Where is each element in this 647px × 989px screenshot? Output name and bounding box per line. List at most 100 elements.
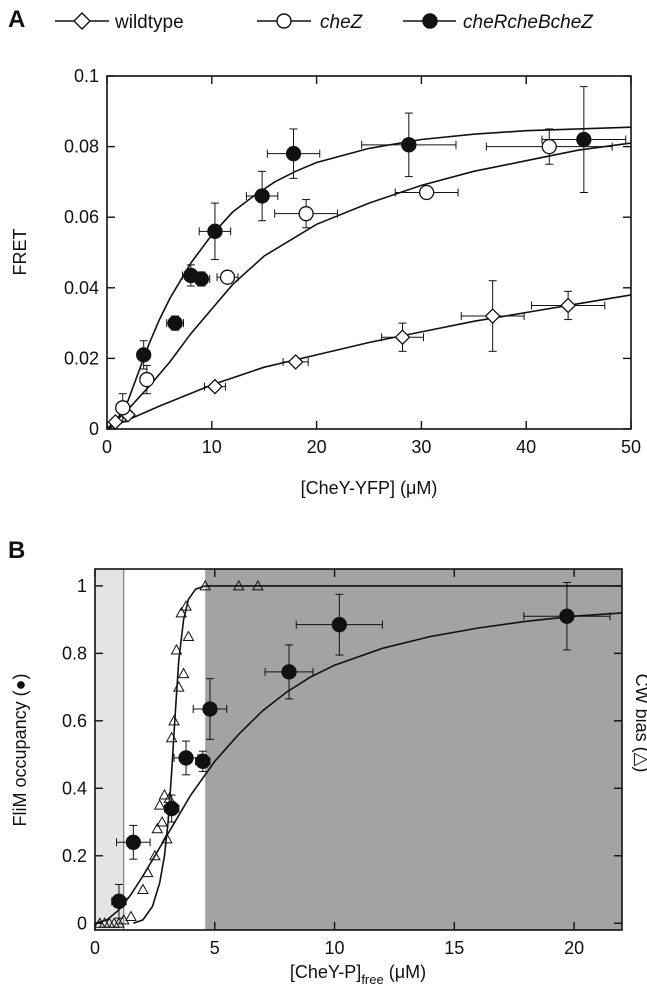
panel-a-xtick-label-2: 20 (307, 437, 327, 457)
panel-b-point-1-26 (252, 579, 264, 591)
panel-b-point-1-23 (182, 630, 195, 641)
panel-a-point-0-3 (287, 354, 304, 370)
panel-b-chart: 0 5 10 15 20 0 0.2 0.4 0.6 0.8 1 [CheY-P]free (μM)… (10, 568, 647, 987)
panel-b-point-1-16 (165, 731, 178, 743)
panel-b-point-1-21 (177, 667, 190, 679)
panel-a-chart: 0 10 20 30 40 50 0 0.02 0.04 0.06 0.08 0.1 [CheY-YF… (10, 66, 641, 498)
panel-b-ytick-label-0: 0 (77, 913, 87, 933)
panel-b-xlabel-unit: (μM) (384, 962, 426, 982)
panel-a-point-2-5 (254, 188, 270, 204)
panel-a-xtick-label-1: 10 (202, 437, 222, 457)
panel-a-point-2-7 (401, 137, 417, 153)
legend-marker-chercheb (422, 13, 438, 29)
panel-a-ytick-label-3: 0.06 (64, 207, 99, 227)
panel-a-point-1-3 (298, 206, 314, 222)
panel-b-ytick-label-3: 0.6 (62, 711, 87, 731)
panel-b-point-0-3 (178, 750, 194, 766)
panel-b-point-1-9 (149, 849, 161, 861)
panel-a-point-1-0 (115, 400, 131, 416)
panel-b-ytick-label-2: 0.4 (62, 778, 87, 798)
panel-a-ytick-label-4: 0.08 (64, 137, 99, 157)
panel-b-ytick-label-5: 1 (77, 576, 87, 596)
panel-b-point-1-22 (180, 600, 192, 611)
panel-b-point-1-13 (158, 789, 171, 800)
panel-b-point-0-4 (195, 753, 211, 769)
panel-b-point-0-1 (125, 834, 141, 850)
panel-b-point-0-6 (281, 664, 297, 680)
panel-a-ytick-label-5: 0.1 (74, 66, 99, 86)
panel-a-point-1-4 (418, 184, 435, 201)
panel-b-point-0-7 (331, 617, 347, 633)
panel-b-xtick-label-2: 10 (325, 938, 345, 958)
panel-b-point-1-4 (113, 917, 125, 928)
panel-b-point-1-8 (141, 866, 154, 878)
panel-b-frame (94, 568, 623, 931)
panel-b-point-1-18 (170, 643, 183, 655)
panel-a-xlabel: [CheY-YFP] (μM) (301, 478, 438, 498)
panel-a-point-1-2 (219, 269, 236, 285)
panel-b-point-0-2 (164, 800, 180, 817)
panel-a-xtick-label-4: 40 (516, 437, 536, 457)
panel-b-ylabel: FliM occupancy (●) (10, 674, 30, 827)
panel-b-xtick-label-1: 5 (210, 938, 220, 958)
legend-marker-chez (276, 13, 292, 29)
panel-b-point-1-25 (232, 579, 245, 591)
panel-a-point-0-5 (484, 308, 501, 324)
panel-b-point-1-10 (151, 822, 164, 834)
legend-label-chercheb: cheRcheBcheZ (463, 12, 594, 33)
panel-a-point-2-1 (167, 315, 183, 331)
panel-a-point-0-4 (394, 329, 411, 346)
panel-b-right-label: CW bias (△) (632, 674, 647, 773)
legend-label-wildtype: wildtype (114, 12, 184, 33)
panel-a-point-0-2 (207, 378, 223, 395)
panel-b-point-1-24 (199, 579, 212, 591)
panel-a-fit-curve-2 (106, 126, 632, 430)
panel-b-fit-curve-0 (94, 612, 623, 925)
panel-a-fit-curve-0 (106, 294, 632, 430)
legend: wildtype cheZ cheRcheBcheZ (55, 12, 594, 33)
panel-b-point-0-8 (559, 608, 575, 624)
panel-b-xtick-label-0: 0 (90, 938, 100, 958)
panel-a-point-2-6 (285, 146, 302, 162)
panel-b-xlabel-main: [CheY-P] (290, 962, 361, 982)
panel-b-point-1-6 (125, 910, 137, 922)
panel-a-point-1-5 (541, 138, 557, 155)
panel-label-a: A (8, 6, 25, 33)
panel-label-b: B (8, 537, 25, 564)
panel-a-point-2-0 (136, 347, 152, 363)
panel-a-point-0-6 (560, 297, 577, 314)
panel-b-shaded-region-0 (95, 569, 124, 930)
panel-b-point-1-7 (137, 883, 149, 895)
panel-b-point-0-0 (111, 893, 127, 909)
panel-b-fit-curve-1 (133, 585, 622, 925)
panel-b-ytick-label-1: 0.2 (62, 846, 87, 866)
legend-marker-wildtype (73, 12, 91, 30)
panel-a-ytick-label-1: 0.02 (64, 348, 99, 368)
panel-a-xtick-label-5: 50 (621, 437, 641, 457)
panel-b-point-0-5 (202, 701, 218, 717)
panel-a-point-2-4 (207, 223, 223, 239)
panel-b-point-1-15 (163, 792, 176, 803)
panel-b-xlabel: [CheY-P]free (μM) (290, 962, 426, 987)
panel-a-ytick-label-2: 0.04 (64, 278, 99, 298)
panel-a-ylabel: FRET (10, 229, 30, 276)
panel-b-ytick-label-4: 0.8 (62, 643, 87, 663)
panel-b-shaded-region-1 (205, 569, 622, 930)
legend-label-chez: cheZ (320, 12, 364, 33)
panel-a-xtick-label-3: 30 (411, 437, 431, 457)
panel-a-point-2-3 (193, 271, 209, 287)
panel-b-point-1-20 (175, 606, 188, 618)
panel-a-xtick-label-0: 0 (102, 437, 112, 457)
panel-b-xtick-label-4: 20 (564, 938, 584, 958)
panel-b-xtick-label-3: 15 (444, 938, 464, 958)
panel-b-point-1-19 (172, 681, 185, 692)
panel-b-point-1-14 (161, 832, 173, 844)
panel-a-frame (106, 75, 632, 430)
panel-a-point-1-1 (139, 371, 155, 388)
panel-a-fit-curve-1 (106, 142, 632, 430)
panel-b-xlabel-sub: free (361, 972, 383, 987)
panel-a-ytick-label-0: 0 (89, 419, 99, 439)
panel-b-point-1-17 (168, 714, 180, 726)
panel-b-point-1-12 (156, 816, 168, 827)
